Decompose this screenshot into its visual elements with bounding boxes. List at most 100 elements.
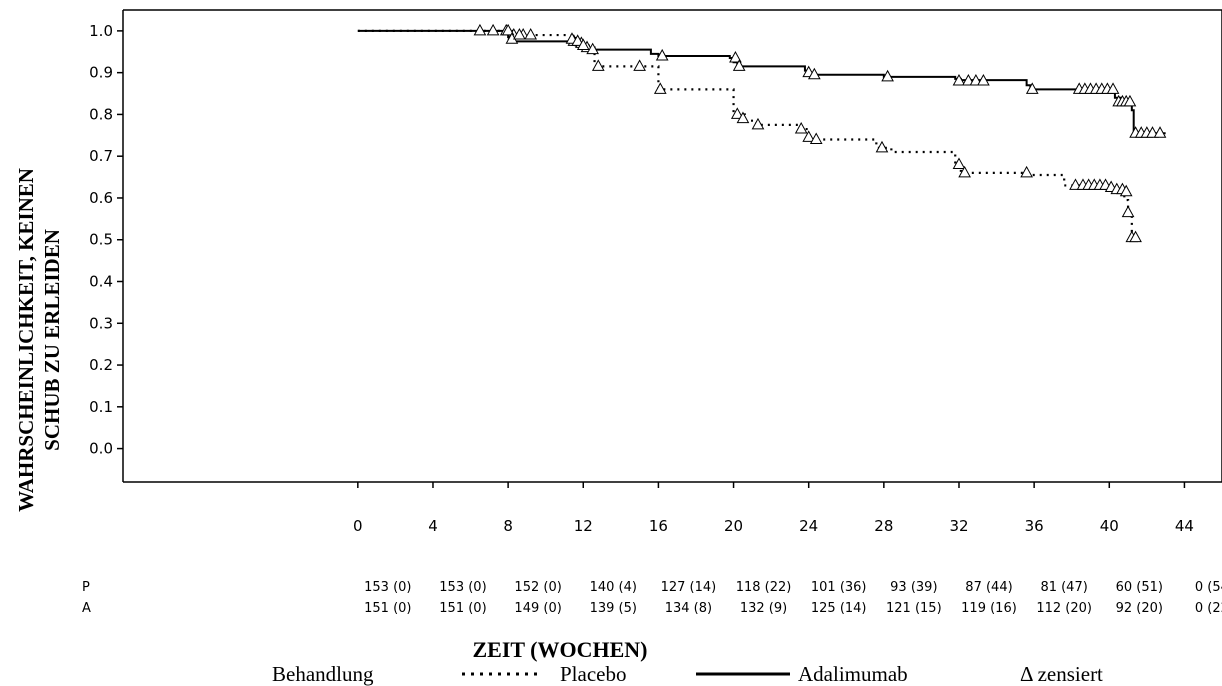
censored-marker-adalimumab [571, 34, 584, 46]
y-axis-title-line-2: SCHUB ZU ERLEIDEN [40, 229, 64, 451]
axes [122, 9, 1222, 483]
x-tick-label: 16 [649, 517, 668, 535]
risk-cell: 118 (22) [736, 580, 792, 595]
censored-marker-placebo [473, 23, 487, 36]
y-tick-label: 1.0 [89, 22, 113, 40]
censored-marker-placebo [1119, 184, 1133, 197]
risk-cell: 92 (20) [1116, 601, 1163, 616]
censored-marker-adalimumab [729, 51, 742, 63]
series-placebo [357, 29, 1136, 239]
legend-title: Behandlung [272, 662, 374, 686]
x-axis-title: ZEIT (WOCHEN) [472, 637, 647, 662]
censored-marker-placebo [809, 132, 823, 144]
risk-cell: 121 (15) [886, 601, 942, 616]
y-tick-label: 0.8 [89, 105, 113, 123]
censored-marker-adalimumab [952, 73, 966, 86]
risk-cell: 149 (0) [514, 601, 561, 616]
risk-cell: 60 (51) [1116, 580, 1163, 595]
y-tick-label: 0.6 [89, 189, 113, 207]
x-tick-label: 32 [949, 517, 968, 535]
y-axis-title-line-1: WAHRSCHEINLICHKEIT, KEINEN [14, 168, 38, 512]
x-ticks: 0 4 8 12 16 20 24 28 32 36 40 44 [353, 482, 1194, 535]
censored-marker-adalimumab [655, 48, 669, 61]
risk-cell: 93 (39) [890, 580, 937, 595]
risk-row-label: P [82, 580, 90, 595]
y-tick-label: 0.1 [89, 398, 113, 416]
series-layer [357, 29, 1166, 239]
y-tick-label: 0.3 [89, 314, 113, 332]
censored-marker-placebo [1020, 165, 1033, 178]
y-tick-label: 0.5 [89, 231, 113, 249]
censored-marker-adalimumab [881, 69, 894, 82]
risk-cell: 127 (14) [661, 580, 717, 595]
risk-cell: 119 (16) [961, 601, 1017, 616]
censored-marker-placebo [1121, 205, 1135, 218]
censored-marker-placebo [1129, 230, 1142, 243]
y-tick-label: 0.7 [89, 147, 113, 165]
risk-cell: 140 (4) [590, 580, 637, 595]
x-tick-label: 40 [1100, 517, 1119, 535]
x-tick-label: 44 [1175, 517, 1194, 535]
censored-marker-adalimumab [1146, 126, 1159, 138]
risk-table: P 153 (0) 153 (0) 152 (0) 140 (4) 127 (14) 118… [82, 580, 1222, 616]
x-tick-label: 0 [353, 517, 363, 535]
legend-adalimumab-label: Adalimumab [798, 662, 908, 686]
censored-marker-adalimumab [807, 67, 821, 80]
censored-marker-placebo [794, 122, 808, 134]
risk-cell: 153 (0) [439, 580, 486, 595]
censored-marker-adalimumab [1123, 94, 1137, 107]
series-adalimumab [357, 29, 1166, 135]
censored-marker-adalimumab [1153, 126, 1167, 138]
risk-cell: 139 (5) [590, 601, 637, 616]
x-tick-label: 12 [574, 517, 593, 535]
x-tick-label: 36 [1025, 517, 1044, 535]
censored-marker-placebo [958, 165, 971, 178]
censored-marker-adalimumab [732, 59, 746, 71]
risk-cell: 0 (22) [1195, 601, 1222, 616]
censored-marker-adalimumab [513, 28, 526, 40]
y-tick-label: 0.2 [89, 356, 113, 374]
censored-marker-placebo [653, 82, 667, 94]
censored-marker-placebo [486, 23, 500, 36]
x-tick-label: 24 [799, 517, 818, 535]
censored-marker-placebo [736, 111, 750, 124]
y-ticks: 0.0 0.1 0.2 0.3 0.4 0.5 0.6 0.7 0.8 0.9 1.0 [89, 22, 123, 458]
censored-marker-placebo [633, 59, 646, 71]
risk-row-label: A [82, 601, 91, 616]
censored-marker-adalimumab [1106, 82, 1120, 94]
y-tick-label: 0.0 [89, 440, 113, 458]
censored-marker-adalimumab [586, 42, 600, 55]
risk-cell: 153 (0) [364, 580, 411, 595]
x-tick-label: 4 [428, 517, 438, 535]
risk-cell: 101 (36) [811, 580, 867, 595]
risk-cell: 152 (0) [514, 580, 561, 595]
risk-cell: 151 (0) [364, 601, 411, 616]
censored-marker-placebo [802, 130, 816, 142]
legend-censored-label: Δ zensiert [1020, 662, 1103, 686]
censored-marker-placebo [591, 59, 605, 71]
risk-cell: 134 (8) [665, 601, 712, 616]
censored-marker-placebo [952, 157, 966, 170]
censored-marker-adalimumab [962, 73, 975, 86]
censored-markers [473, 23, 1167, 243]
y-tick-label: 0.4 [89, 273, 113, 291]
legend: Behandlung Placebo Adalimumab Δ zensiert [272, 662, 1103, 686]
censored-marker-adalimumab [576, 38, 590, 50]
censored-marker-placebo [875, 140, 889, 153]
censored-marker-adalimumab [501, 23, 515, 36]
risk-cell: 132 (9) [740, 601, 787, 616]
y-tick-label: 0.9 [89, 64, 113, 82]
censored-marker-adalimumab [977, 73, 990, 86]
censored-marker-placebo [730, 107, 744, 119]
risk-cell: 112 (20) [1036, 601, 1092, 616]
x-tick-label: 20 [724, 517, 743, 535]
risk-cell: 151 (0) [439, 601, 486, 616]
censored-marker-placebo [751, 117, 765, 130]
x-tick-label: 8 [503, 517, 513, 535]
risk-cell: 0 (54) [1195, 580, 1222, 595]
risk-cell: 125 (14) [811, 601, 867, 616]
x-tick-label: 28 [874, 517, 893, 535]
censored-marker-placebo [1069, 178, 1082, 190]
censored-marker-placebo [524, 28, 538, 40]
